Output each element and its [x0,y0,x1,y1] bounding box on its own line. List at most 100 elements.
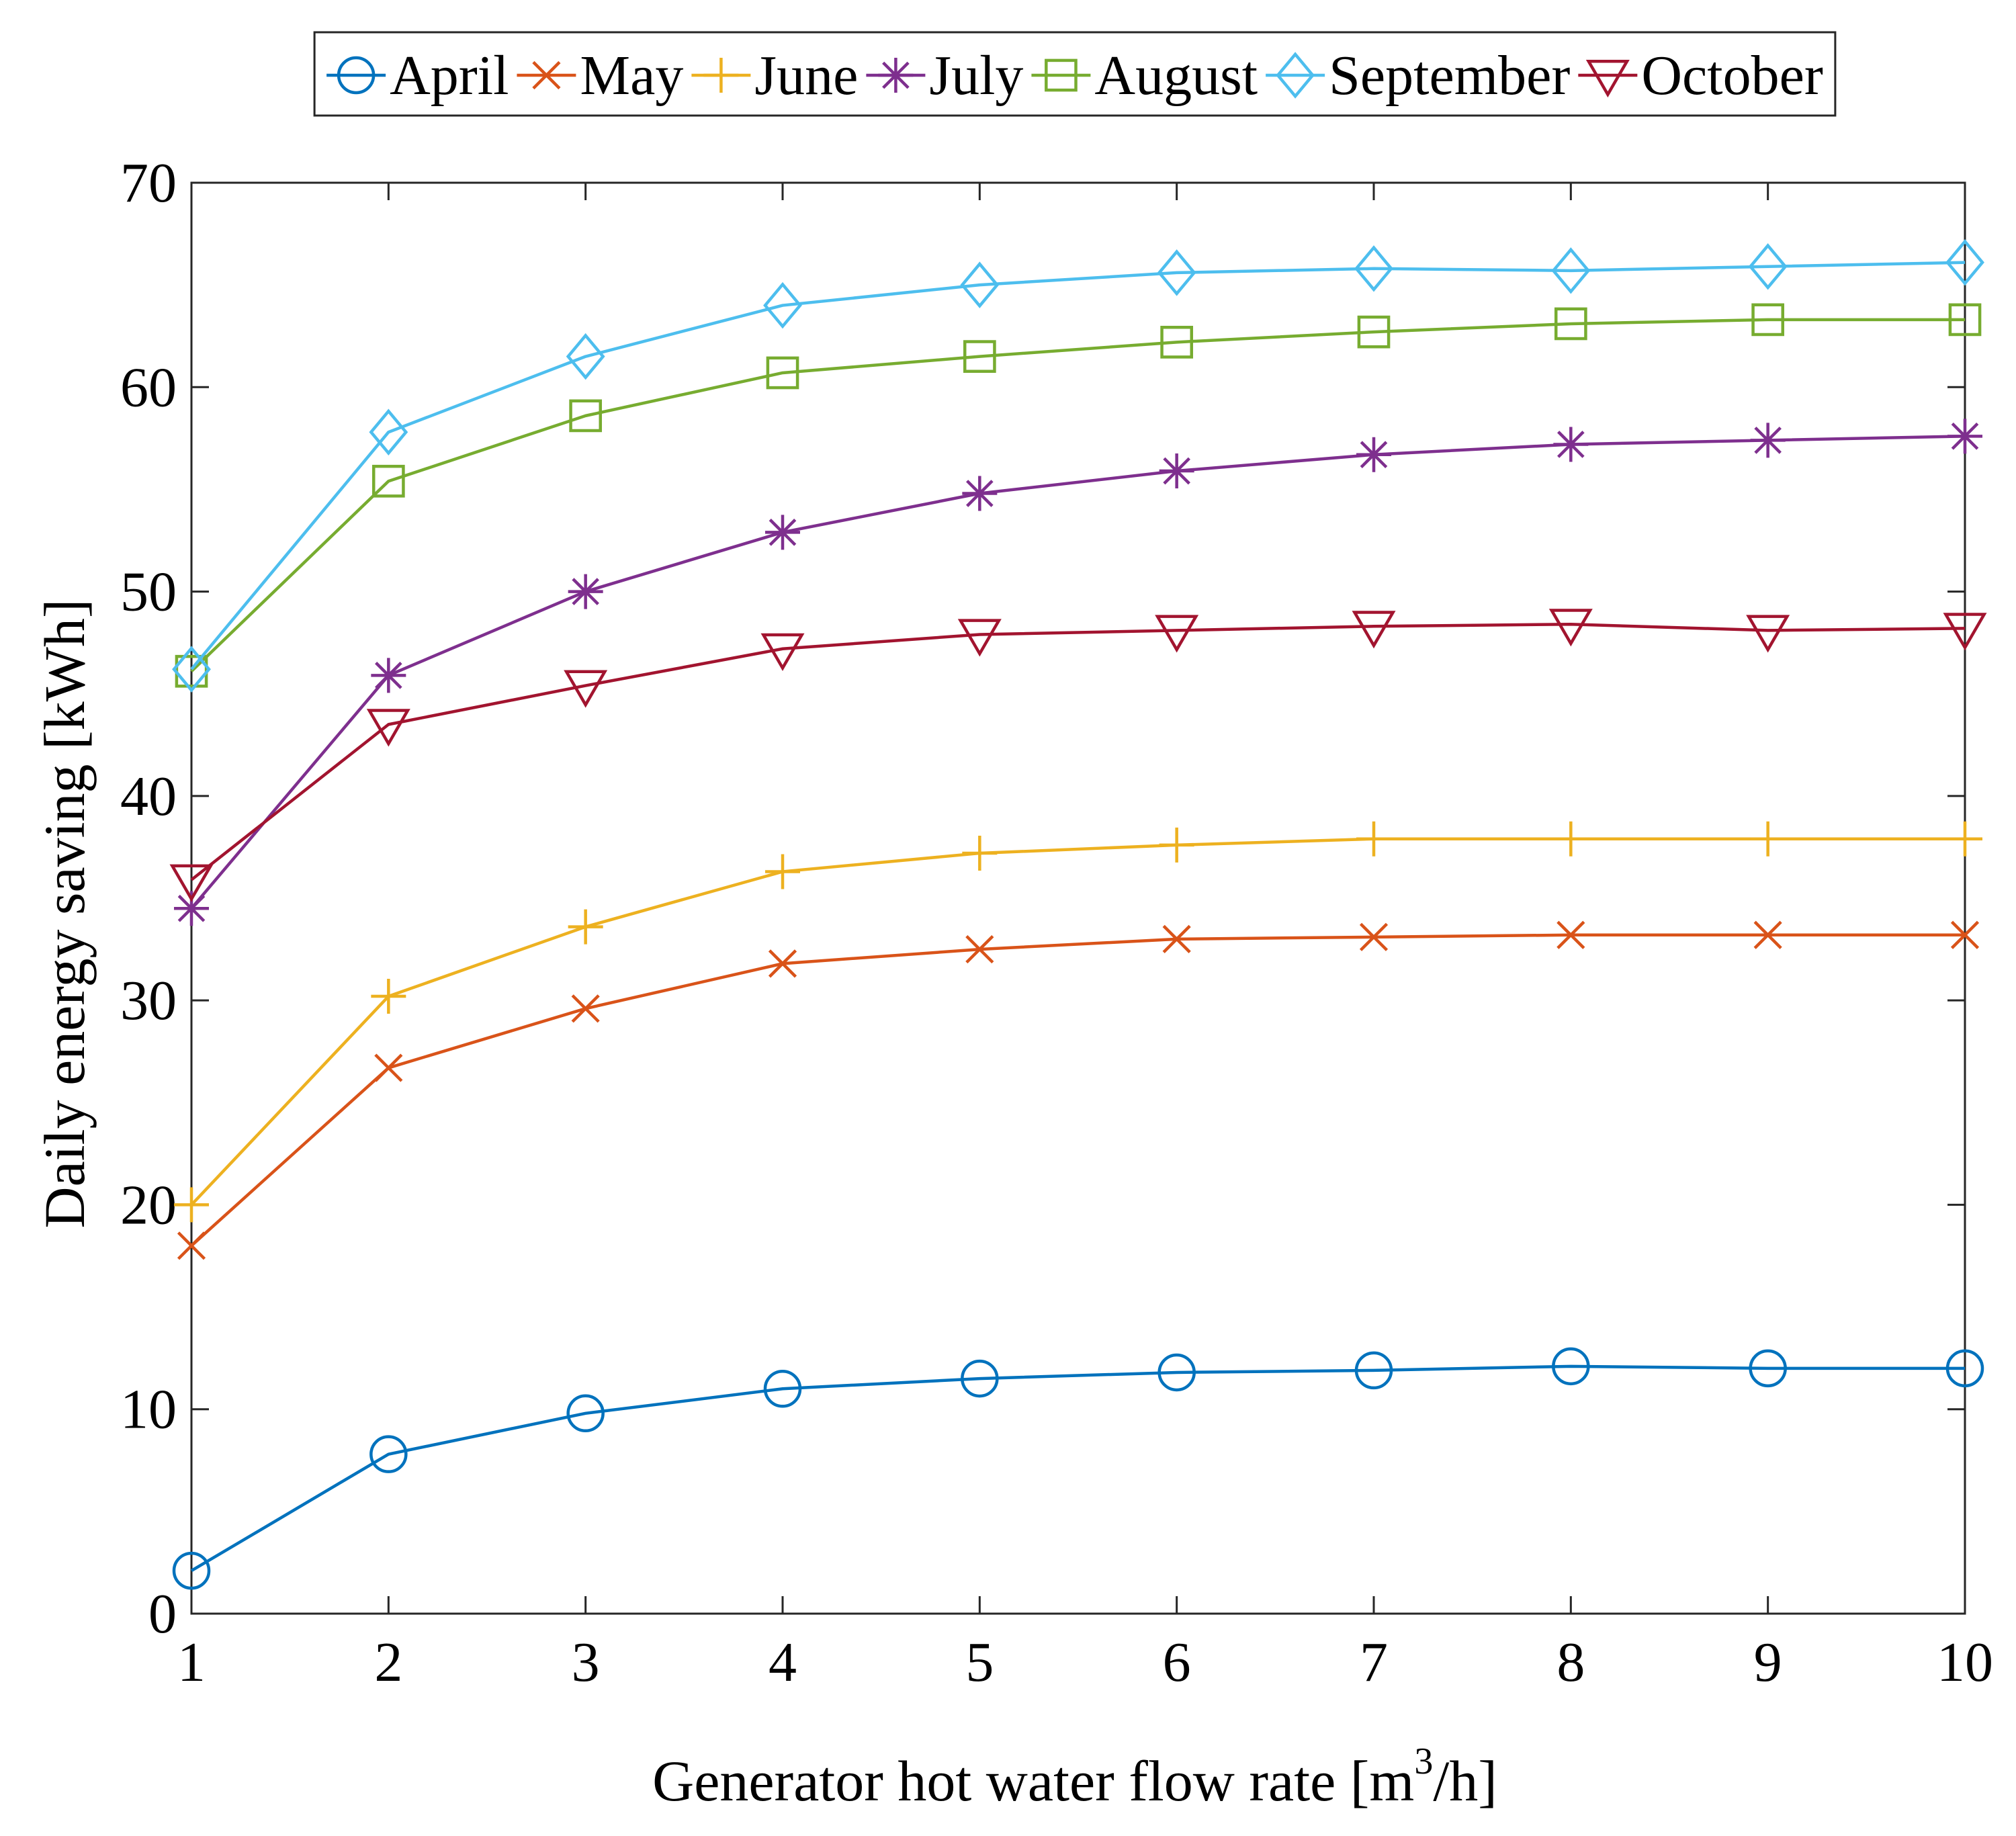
data-point-june [371,979,406,1014]
data-point-july [1947,419,1982,454]
legend-swatch-marker [532,60,561,90]
data-point-april [763,1370,802,1408]
data-point-august [1751,303,1785,337]
data-point-october [1746,615,1790,653]
data-point-october [1352,611,1396,649]
y-tick-label: 30 [120,969,177,1032]
data-point-september [1551,247,1591,294]
data-point-july [371,658,406,693]
data-point-may [1753,920,1782,949]
x-axis-label-tail: /h] [1433,1749,1497,1813]
data-point-september [369,408,408,455]
data-point-august [1160,325,1194,359]
legend-entry-april: April [326,44,509,107]
data-point-july [1553,427,1589,462]
series-may [177,920,1980,1260]
x-tick-label: 1 [177,1631,206,1694]
data-point-august [1948,303,1982,337]
x-tick-label: 8 [1557,1631,1585,1694]
data-point-october [169,864,214,902]
data-point-july [1750,423,1786,458]
y-tick-label: 40 [120,765,177,828]
data-point-may [1359,922,1389,951]
data-point-september [1157,249,1196,296]
legend-label-august: August [1094,44,1258,107]
legend-swatch-marker [1585,59,1630,98]
data-point-june [174,1187,209,1223]
legend-label-may: May [580,44,683,107]
data-point-june [1947,821,1982,857]
x-tick-label: 6 [1163,1631,1191,1694]
x-tick-label: 4 [769,1631,797,1694]
data-point-april [566,1394,605,1433]
series-line-october [190,623,1966,881]
y-tick-label: 60 [120,356,177,419]
x-axis-label: Generator hot water flow rate [m3/h] [652,1741,1497,1813]
data-point-july [568,574,603,609]
data-point-april [1749,1349,1787,1388]
data-point-september [172,646,211,693]
data-point-august [766,356,799,390]
data-point-may [965,934,994,964]
data-point-april [961,1359,999,1398]
legend-swatch-marker [878,58,914,93]
legend-swatch-marker [1045,58,1078,92]
data-point-september [960,261,1000,308]
data-point-october [1548,609,1593,647]
data-point-june [962,836,998,871]
data-point-may [1162,924,1191,953]
legend-label-september: September [1329,44,1570,107]
series-october [169,609,1987,902]
legend-entry-august: August [1031,44,1258,107]
legend-swatch-marker [703,58,739,93]
series-september [172,238,1984,693]
x-tick-label: 2 [374,1631,402,1694]
data-point-october [1155,615,1199,653]
x-axis: 1 2 3 4 5 6 7 8 9 10 [177,183,1993,1694]
data-point-april [172,1551,211,1590]
series-line-may [190,933,1965,1247]
data-point-july [1159,453,1194,489]
data-point-october [760,633,805,671]
data-point-october [1943,613,1987,651]
x-tick-label: 9 [1754,1631,1782,1694]
legend-entry-october: October [1578,44,1823,107]
data-point-june [1356,821,1391,857]
data-point-april [1354,1351,1393,1390]
y-tick-label: 0 [148,1583,177,1645]
data-point-may [768,949,797,978]
data-point-july [962,476,998,511]
x-tick-label: 10 [1937,1631,1993,1694]
x-axis-label-superscript: 3 [1414,1741,1433,1782]
data-point-july [1356,437,1391,472]
y-tick-label: 50 [120,561,177,623]
data-point-august [1357,315,1391,349]
legend-entry-june: June [691,44,858,107]
data-point-may [1557,920,1585,949]
series-line-september [190,261,1966,670]
legend-entry-may: May [517,44,683,107]
series-july [174,419,1982,926]
data-point-april [1552,1347,1590,1386]
data-point-may [177,1231,206,1260]
y-tick-label: 10 [120,1379,177,1441]
x-tick-label: 7 [1360,1631,1388,1694]
legend-entry-july: July [866,44,1023,107]
data-point-october [564,670,608,708]
data-point-june [568,909,603,945]
data-point-september [1748,243,1788,290]
series-june [174,821,1982,1223]
data-point-august [371,464,405,498]
data-point-june [765,854,800,889]
series-layer [169,238,1987,1590]
series-line-june [190,837,1965,1206]
legend-label-october: October [1641,44,1823,107]
data-point-august [1554,307,1587,341]
data-point-july [765,515,800,550]
y-axis-label: Daily energy saving [kWh] [32,599,97,1229]
data-point-june [1159,827,1194,863]
data-point-september [1945,238,1984,286]
data-point-september [1354,245,1393,292]
